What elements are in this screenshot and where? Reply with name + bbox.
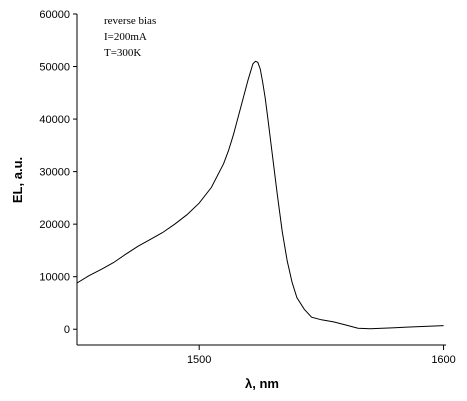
y-tick-label: 20000: [39, 219, 70, 231]
y-tick-label: 40000: [39, 114, 70, 126]
y-tick-label: 0: [64, 324, 70, 336]
y-tick-label: 10000: [39, 272, 70, 284]
y-tick-label: 60000: [39, 9, 70, 21]
plot-area: 0 10000 20000 30000 40000 50000 60000 1500 1600: [39, 9, 455, 366]
x-ticks: 1500 1600: [187, 345, 456, 366]
y-axis-title: EL, a.u.: [10, 157, 25, 203]
annotation-temperature: T=300K: [104, 47, 141, 59]
annotation-current: I=200mA: [104, 31, 147, 43]
annotation-bias: reverse bias: [104, 15, 156, 27]
x-axis-title: λ, nm: [245, 376, 279, 391]
y-ticks: 0 10000 20000 30000 40000 50000 60000: [39, 9, 77, 336]
x-tick-label: 1600: [431, 354, 455, 366]
series-line-el: [76, 60, 444, 330]
y-tick-label: 30000: [39, 167, 70, 179]
x-tick-label: 1500: [187, 354, 211, 366]
y-tick-label: 50000: [39, 62, 70, 74]
